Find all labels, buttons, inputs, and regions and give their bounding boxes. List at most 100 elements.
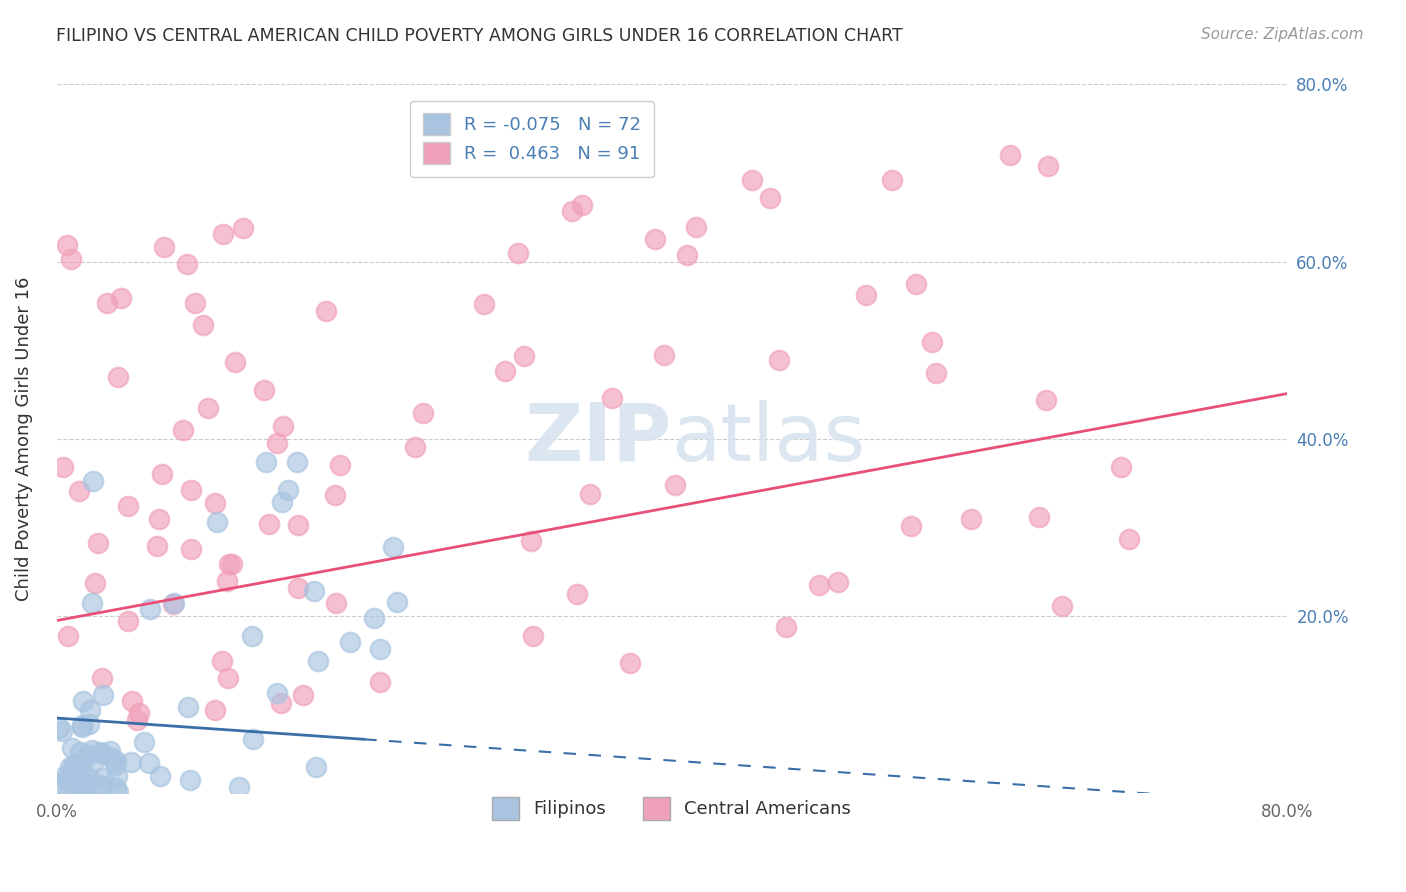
Point	[217, 672, 239, 686]
Point	[110, 291, 132, 305]
Point	[58, 786, 80, 800]
Point	[271, 419, 294, 434]
Point	[117, 614, 139, 628]
Point	[183, 295, 205, 310]
Point	[90, 780, 112, 794]
Point	[1050, 599, 1073, 614]
Point	[370, 642, 392, 657]
Point	[65, 757, 87, 772]
Point	[257, 517, 280, 532]
Point	[506, 245, 529, 260]
Point	[768, 352, 790, 367]
Text: atlas: atlas	[672, 400, 866, 478]
Text: ZIP: ZIP	[524, 400, 672, 478]
Point	[91, 747, 114, 762]
Point	[242, 732, 264, 747]
Point	[323, 488, 346, 502]
Point	[308, 654, 330, 668]
Point	[179, 772, 201, 787]
Point	[512, 350, 534, 364]
Point	[382, 540, 405, 554]
Point	[105, 769, 128, 783]
Point	[224, 355, 246, 369]
Point	[77, 717, 100, 731]
Point	[759, 191, 782, 205]
Point	[62, 761, 84, 775]
Point	[218, 557, 240, 571]
Point	[105, 755, 128, 769]
Point	[100, 751, 122, 765]
Point	[150, 467, 173, 481]
Point	[120, 755, 142, 769]
Point	[285, 455, 308, 469]
Point	[107, 785, 129, 799]
Point	[921, 335, 943, 350]
Point	[287, 518, 309, 533]
Point	[676, 247, 699, 261]
Point	[63, 757, 86, 772]
Point	[205, 515, 228, 529]
Point	[302, 584, 325, 599]
Point	[48, 721, 70, 735]
Point	[49, 782, 72, 797]
Point	[69, 771, 91, 785]
Point	[522, 629, 544, 643]
Point	[51, 723, 73, 738]
Point	[104, 757, 127, 772]
Point	[1118, 532, 1140, 546]
Point	[925, 366, 948, 380]
Text: FILIPINO VS CENTRAL AMERICAN CHILD POVERTY AMONG GIRLS UNDER 16 CORRELATION CHAR: FILIPINO VS CENTRAL AMERICAN CHILD POVER…	[56, 27, 903, 45]
Point	[1035, 392, 1057, 407]
Point	[506, 148, 529, 162]
Point	[60, 252, 83, 267]
Point	[153, 240, 176, 254]
Point	[339, 634, 361, 648]
Point	[107, 370, 129, 384]
Y-axis label: Child Poverty Among Girls Under 16: Child Poverty Among Girls Under 16	[15, 277, 32, 601]
Point	[904, 277, 927, 291]
Point	[240, 628, 263, 642]
Point	[148, 512, 170, 526]
Point	[305, 759, 328, 773]
Point	[494, 364, 516, 378]
Point	[325, 596, 347, 610]
Point	[287, 582, 309, 596]
Point	[162, 597, 184, 611]
Point	[404, 440, 426, 454]
Point	[98, 744, 121, 758]
Point	[162, 596, 184, 610]
Point	[827, 574, 849, 589]
Point	[960, 512, 983, 526]
Point	[266, 686, 288, 700]
Point	[77, 747, 100, 762]
Point	[180, 483, 202, 498]
Point	[87, 536, 110, 550]
Legend: Filipinos, Central Americans: Filipinos, Central Americans	[478, 783, 866, 834]
Point	[520, 533, 543, 548]
Point	[652, 348, 675, 362]
Point	[808, 578, 831, 592]
Point	[329, 458, 352, 472]
Point	[60, 740, 83, 755]
Point	[1111, 460, 1133, 475]
Point	[55, 768, 77, 782]
Point	[82, 474, 104, 488]
Point	[368, 675, 391, 690]
Point	[565, 587, 588, 601]
Point	[80, 596, 103, 610]
Point	[72, 781, 94, 796]
Point	[315, 304, 337, 318]
Point	[177, 699, 200, 714]
Point	[741, 173, 763, 187]
Point	[121, 694, 143, 708]
Point	[76, 786, 98, 800]
Point	[89, 745, 111, 759]
Point	[72, 694, 94, 708]
Point	[104, 780, 127, 795]
Point	[254, 455, 277, 469]
Point	[70, 780, 93, 795]
Point	[880, 172, 903, 186]
Point	[79, 703, 101, 717]
Point	[59, 760, 82, 774]
Point	[900, 518, 922, 533]
